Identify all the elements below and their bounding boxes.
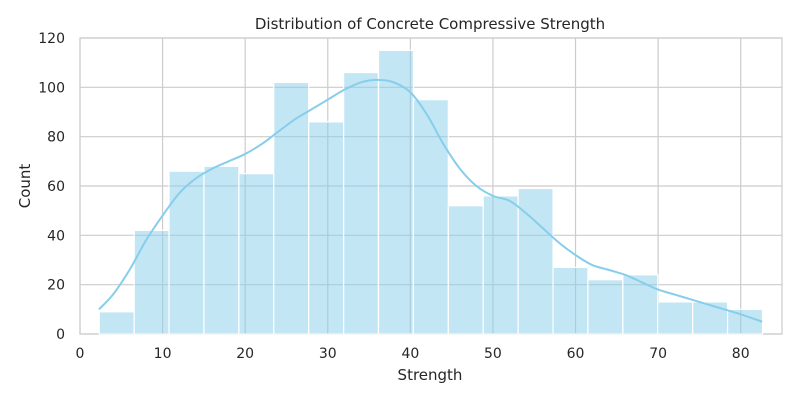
y-tick-label-0: 0 (56, 327, 65, 343)
histogram-bar-6 (308, 121, 345, 335)
histogram-bar-4 (238, 173, 275, 335)
histogram-bar-0 (98, 311, 135, 335)
chart-title: Distribution of Concrete Compressive Str… (255, 15, 605, 33)
histogram-bar-13 (552, 266, 589, 335)
y-tick-label-5: 100 (38, 80, 65, 96)
histogram-bar-1 (133, 229, 170, 335)
histogram-bar-8 (377, 49, 415, 335)
histogram-bar-7 (343, 71, 380, 335)
x-axis-label: Strength (398, 366, 463, 384)
y-tick-label-2: 40 (47, 228, 65, 244)
x-tick-label-5: 50 (484, 346, 502, 362)
histogram-bar-16 (657, 301, 694, 335)
histogram-bar-9 (412, 99, 449, 335)
x-tick-label-7: 70 (649, 346, 667, 362)
kde-curve (98, 78, 763, 323)
kde-curve-layer (98, 78, 763, 323)
histogram-bar-5 (273, 81, 310, 335)
histogram-bar-11 (482, 195, 519, 335)
histogram-bar-10 (447, 205, 484, 335)
y-axis-label: Count (16, 164, 34, 209)
x-tick-label-6: 60 (567, 346, 585, 362)
y-tick-label-6: 120 (38, 31, 65, 47)
x-tick-label-1: 10 (154, 346, 172, 362)
y-axis-ticks: 0 20 40 60 80 100 120 (38, 31, 65, 343)
x-tick-label-8: 80 (732, 346, 750, 362)
y-tick-label-3: 60 (47, 179, 65, 195)
histogram-bar-14 (587, 279, 624, 335)
histogram-bar-3 (203, 165, 240, 335)
histogram-bars (98, 49, 764, 335)
x-tick-label-4: 40 (401, 346, 419, 362)
y-tick-label-1: 20 (47, 278, 65, 294)
x-tick-label-0: 0 (76, 346, 85, 362)
x-tick-label-3: 30 (319, 346, 337, 362)
histogram-bar-18 (726, 308, 764, 335)
y-tick-label-4: 80 (47, 130, 65, 146)
x-tick-label-2: 20 (236, 346, 254, 362)
histogram-bar-17 (692, 301, 729, 335)
histogram-bar-2 (168, 170, 205, 335)
x-axis-ticks: 0 10 20 30 40 50 60 70 80 (76, 346, 750, 362)
histogram-bar-15 (622, 274, 659, 335)
